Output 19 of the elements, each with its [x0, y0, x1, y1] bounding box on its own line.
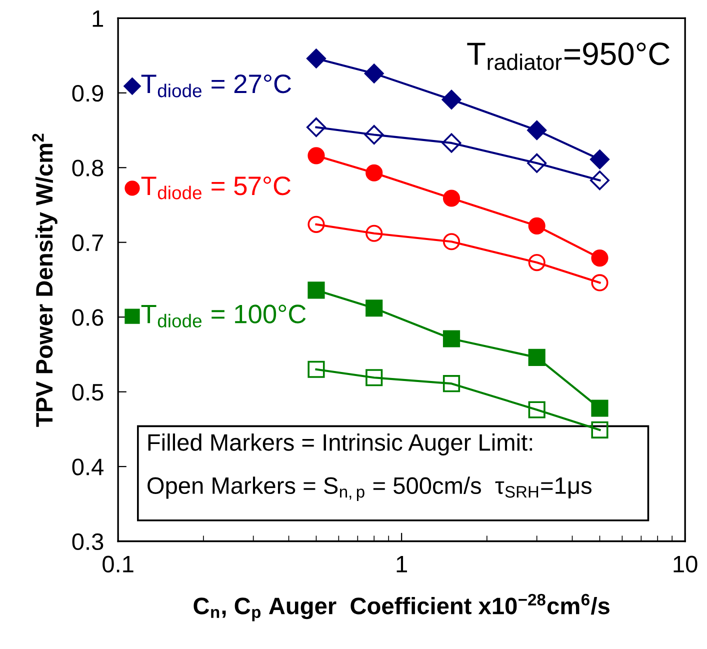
y-tick-label: 0.8 — [72, 160, 104, 176]
y-tick-label: 0.6 — [72, 309, 104, 326]
annotation: T$_{radiator}$=950°C — [467, 42, 670, 70]
legend-label: T$_{diode}$ = 100°C — [141, 304, 306, 328]
annotation: Open Markers = S$_{n,p}$ = 500cm/s τ$_{SRH}$=1μs — [148, 476, 592, 501]
x-tick-label: 10 — [674, 556, 698, 572]
x-tick-label: 0.1 — [102, 556, 134, 572]
y-tick-label: 0.5 — [72, 384, 104, 401]
y-tick-label: 1 — [92, 10, 104, 27]
legend-label: T$_{diode}$ = 27°C — [141, 74, 292, 98]
x-tick-label: 1 — [396, 556, 407, 572]
legend-label: T$_{diode}$ = 57°C — [141, 176, 291, 200]
y-tick-label: 0.9 — [72, 84, 104, 102]
y-tick-label: 0.4 — [72, 458, 104, 476]
annotation: Filled Markers = Intrinsic Auger Limit: — [148, 433, 532, 456]
y-tick-label: 0.7 — [72, 234, 103, 252]
text: C$_{n}$, C$_{p}$ Auger Coefficient x10$^{−28}$cm$^{6}$/s — [194, 594, 610, 622]
y-axis-title: TPV Power Density W/cm$^{2}$ — [32, 134, 58, 427]
y-tick-label: 0.3 — [72, 533, 104, 550]
